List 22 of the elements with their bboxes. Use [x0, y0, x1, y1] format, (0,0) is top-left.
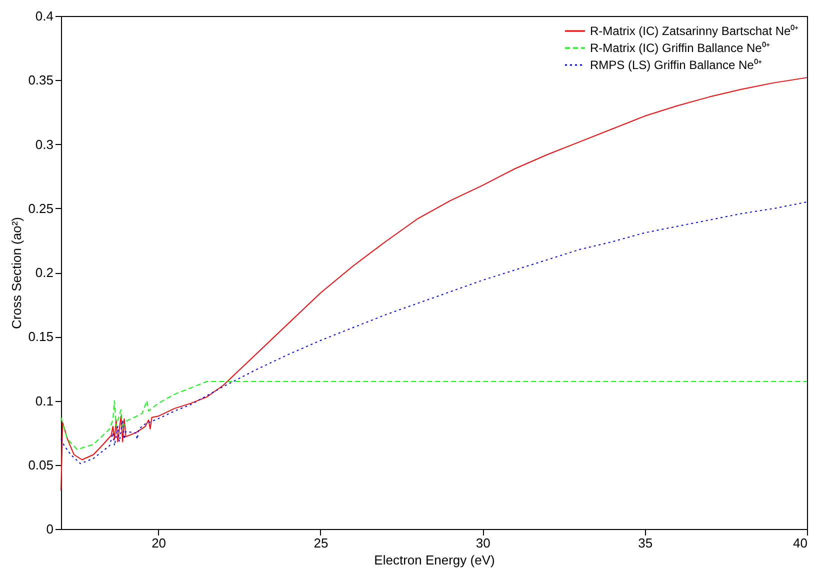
- y-tick-label: 0.15: [28, 329, 54, 344]
- line-series: [60, 77, 808, 492]
- x-tick-label: 30: [476, 536, 490, 550]
- y-tick-label: 0.4: [35, 8, 54, 24]
- x-tick-label: 40: [793, 536, 808, 550]
- legend-label: RMPS (LS) Griffin Ballance Ne⁰⁺: [590, 58, 762, 72]
- line-series: [60, 201, 808, 464]
- y-tick-label: 0.3: [35, 136, 54, 152]
- y-tick-label: 0.2: [35, 265, 54, 280]
- x-tick-label: 35: [638, 536, 653, 550]
- legend-label: R-Matrix (IC) Griffin Ballance Ne⁰⁺: [590, 41, 770, 55]
- legend-label: R-Matrix (IC) Zatsarinny Bartschat Ne⁰⁺: [590, 24, 799, 38]
- y-tick-label: 0.05: [28, 457, 54, 472]
- x-axis-title: Electron Energy (eV): [374, 552, 495, 568]
- line-series: [60, 381, 808, 450]
- x-tick-label: 20: [152, 536, 166, 550]
- x-tick-label: 25: [314, 536, 328, 550]
- y-tick-label: 0.1: [35, 393, 54, 408]
- y-tick-label: 0: [46, 522, 54, 536]
- y-tick-label: 0.35: [28, 72, 54, 88]
- y-tick-label: 0.25: [28, 200, 54, 216]
- y-axis-title: Cross Section (ao²): [9, 217, 24, 329]
